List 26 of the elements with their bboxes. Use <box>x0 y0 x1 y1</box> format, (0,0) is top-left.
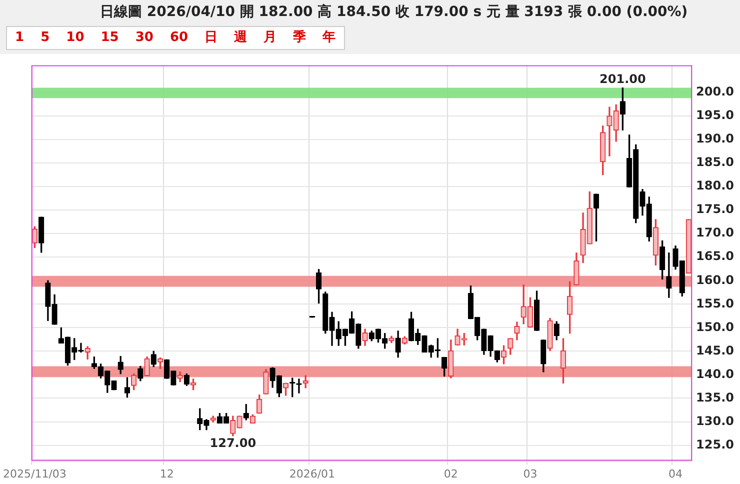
x-tick-label: 02 <box>444 467 458 480</box>
chart-title: 日線圖 2026/04/10 開 182.00 高 184.50 收 179.00 s 元 量 3193 張 0.00 (0.00%) <box>99 2 689 22</box>
y-tick-label: 160.0 <box>696 272 734 287</box>
y-tick-label: 190.0 <box>696 132 734 146</box>
x-tick-label: 2026/01 <box>289 467 336 480</box>
x-tick-label: 04 <box>668 467 683 480</box>
annotation: 201.00 <box>600 72 646 86</box>
text: 1 5 10 15 30 60 日 週 月 季 年 <box>6 26 345 50</box>
x-tick-label: 12 <box>160 467 174 480</box>
x-tick-label: 03 <box>523 467 538 480</box>
y-tick-label: 125.0 <box>696 437 734 452</box>
y-tick-label: 170.0 <box>696 226 734 240</box>
y-tick-label: 200.0 <box>696 84 734 99</box>
y-tick-label: 175.0 <box>696 202 734 216</box>
y-tick-label: 185.0 <box>696 155 734 170</box>
y-tick-label: 140.0 <box>696 366 734 381</box>
annotation: 127.00 <box>210 436 256 450</box>
y-tick-label: 195.0 <box>696 108 734 122</box>
y-tick-label: 135.0 <box>696 390 734 404</box>
x-tick-label: 2025/11/03 <box>3 467 66 480</box>
y-tick-label: 165.0 <box>696 249 734 264</box>
y-tick-label: 145.0 <box>696 343 734 358</box>
y-tick-label: 180.0 <box>696 178 734 193</box>
y-tick-label: 150.0 <box>696 320 734 334</box>
y-tick-label: 155.0 <box>696 296 734 310</box>
y-tick-label: 130.0 <box>696 414 734 428</box>
